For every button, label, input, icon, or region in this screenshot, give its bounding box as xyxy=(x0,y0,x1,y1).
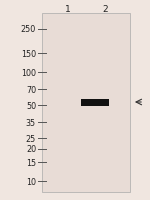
Text: 100: 100 xyxy=(21,69,36,77)
Text: 70: 70 xyxy=(26,85,36,94)
Bar xyxy=(42,14,130,192)
Text: 2: 2 xyxy=(102,4,108,13)
Text: 250: 250 xyxy=(21,25,36,34)
Text: 20: 20 xyxy=(26,144,36,153)
Text: 50: 50 xyxy=(26,101,36,110)
Text: 15: 15 xyxy=(26,158,36,167)
Text: 25: 25 xyxy=(26,134,36,143)
Bar xyxy=(81,99,109,106)
Text: 1: 1 xyxy=(65,4,71,13)
Text: 35: 35 xyxy=(26,118,36,127)
Text: 150: 150 xyxy=(21,49,36,58)
Text: 10: 10 xyxy=(26,177,36,186)
